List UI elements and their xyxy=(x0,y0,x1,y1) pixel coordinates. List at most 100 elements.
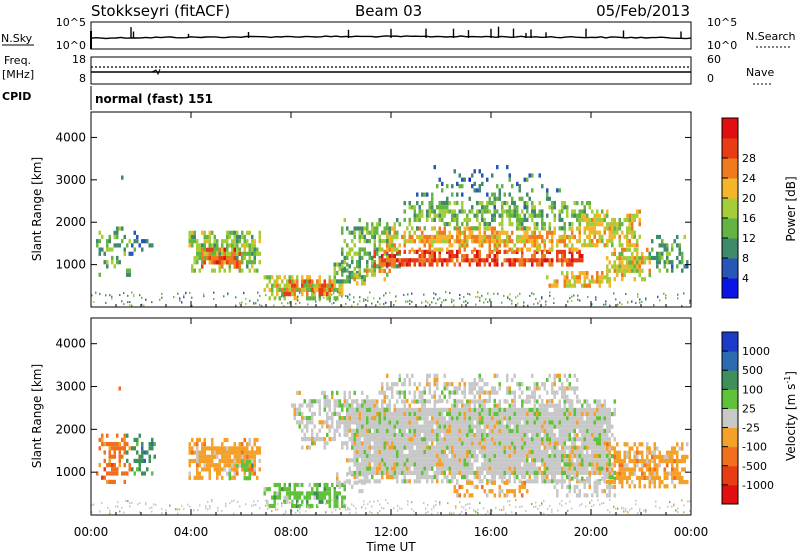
heatmap-cell xyxy=(426,441,429,446)
heatmap-cell xyxy=(403,416,406,421)
heatmap-cell xyxy=(526,192,529,197)
heatmap-cell xyxy=(293,292,296,297)
heatmap-cell xyxy=(476,390,479,395)
heatmap-cell xyxy=(563,437,566,442)
heatmap-cell xyxy=(508,262,511,267)
heatmap-cell xyxy=(536,416,539,421)
heatmap-cell xyxy=(491,462,494,467)
heatmap-cell xyxy=(358,230,361,235)
heatmap-cell xyxy=(606,420,609,425)
heatmap-cell xyxy=(548,262,551,267)
heatmap-cell xyxy=(473,416,476,421)
heatmap-cell xyxy=(481,462,484,467)
heatmap-cell xyxy=(563,243,566,248)
heatmap-cell xyxy=(501,209,504,214)
heatmap-cell xyxy=(639,301,641,304)
heatmap-cell xyxy=(231,243,234,248)
heatmap-cell xyxy=(433,458,436,463)
heatmap-cell xyxy=(123,450,126,455)
heatmap-cell xyxy=(191,264,194,269)
heatmap-cell xyxy=(451,217,454,222)
heatmap-cell xyxy=(326,416,329,421)
heatmap-cell xyxy=(481,243,484,248)
heatmap-cell xyxy=(333,266,336,271)
heatmap-cell xyxy=(376,441,379,446)
heatmap-cell xyxy=(611,264,614,269)
heatmap-cell xyxy=(428,213,431,218)
heatmap-cell xyxy=(511,420,514,425)
heatmap-cell xyxy=(596,412,599,417)
heatmap-cell xyxy=(496,196,499,201)
heatmap-cell xyxy=(406,445,409,450)
heatmap-cell xyxy=(196,454,199,459)
heatmap-cell xyxy=(558,188,561,193)
heatmap-cell xyxy=(536,399,539,404)
heatmap-cell xyxy=(418,217,421,222)
heatmap-cell xyxy=(548,403,551,408)
heatmap-cell xyxy=(371,412,374,417)
heatmap-cell xyxy=(298,503,301,509)
heatmap-cell xyxy=(363,407,366,412)
heatmap-cell xyxy=(503,294,505,297)
heatmap-cell xyxy=(439,297,441,300)
heatmap-cell xyxy=(318,437,321,442)
heatmap-cell xyxy=(438,466,441,471)
heatmap-cell xyxy=(488,407,491,412)
heatmap-cell xyxy=(621,222,624,227)
heatmap-cell xyxy=(531,412,534,417)
heatmap-cell xyxy=(308,491,311,496)
heatmap-cell xyxy=(503,209,506,214)
heatmap-cell xyxy=(536,454,539,459)
heatmap-cell xyxy=(453,449,456,454)
heatmap-cell xyxy=(561,412,564,417)
heatmap-cell xyxy=(571,441,574,446)
heatmap-cell xyxy=(338,424,341,429)
heatmap-cell xyxy=(348,416,351,421)
heatmap-cell xyxy=(578,271,581,276)
heatmap-cell xyxy=(361,445,364,450)
heatmap-cell xyxy=(248,437,251,443)
heatmap-cell xyxy=(243,255,246,261)
heatmap-cell xyxy=(368,454,371,459)
heatmap-cell xyxy=(518,433,521,438)
heatmap-cell xyxy=(496,403,499,408)
heatmap-cell xyxy=(438,247,441,252)
heatmap-cell xyxy=(371,420,374,425)
heatmap-cell xyxy=(523,420,526,425)
heatmap-cell xyxy=(516,412,519,417)
heatmap-cell xyxy=(333,399,336,404)
heatmap-cell xyxy=(368,458,371,463)
heatmap-cell xyxy=(148,458,151,463)
heatmap-cell xyxy=(581,433,584,438)
heatmap-cell xyxy=(411,428,414,433)
heatmap-cell xyxy=(443,209,446,214)
heatmap-cell xyxy=(393,445,396,450)
heatmap-cell xyxy=(236,463,239,468)
heatmap-cell xyxy=(591,303,593,306)
heatmap-cell xyxy=(243,234,246,240)
heatmap-cell xyxy=(111,442,114,447)
heatmap-cell xyxy=(553,420,556,425)
heatmap-cell xyxy=(478,420,481,425)
heatmap-cell xyxy=(127,294,129,297)
heatmap-cell xyxy=(251,454,254,459)
heatmap-cell xyxy=(358,454,361,459)
heatmap-cell xyxy=(541,234,544,240)
heatmap-cell xyxy=(451,213,454,218)
heatmap-cell xyxy=(193,230,196,235)
heatmap-cell xyxy=(603,243,606,248)
heatmap-cell xyxy=(553,458,556,463)
heatmap-cell xyxy=(323,491,326,496)
heatmap-cell xyxy=(466,403,469,408)
heatmap-cell xyxy=(465,300,467,303)
heatmap-cell xyxy=(563,226,566,231)
heatmap-cell xyxy=(478,258,481,263)
heatmap-cell xyxy=(401,479,404,484)
heatmap-cell xyxy=(313,399,316,404)
heatmap-cell xyxy=(343,441,346,446)
heatmap-cell xyxy=(363,399,366,404)
heatmap-cell xyxy=(508,209,511,214)
heatmap-cell xyxy=(606,256,609,261)
heatmap-cell xyxy=(563,403,566,408)
heatmap-cell xyxy=(581,466,584,471)
